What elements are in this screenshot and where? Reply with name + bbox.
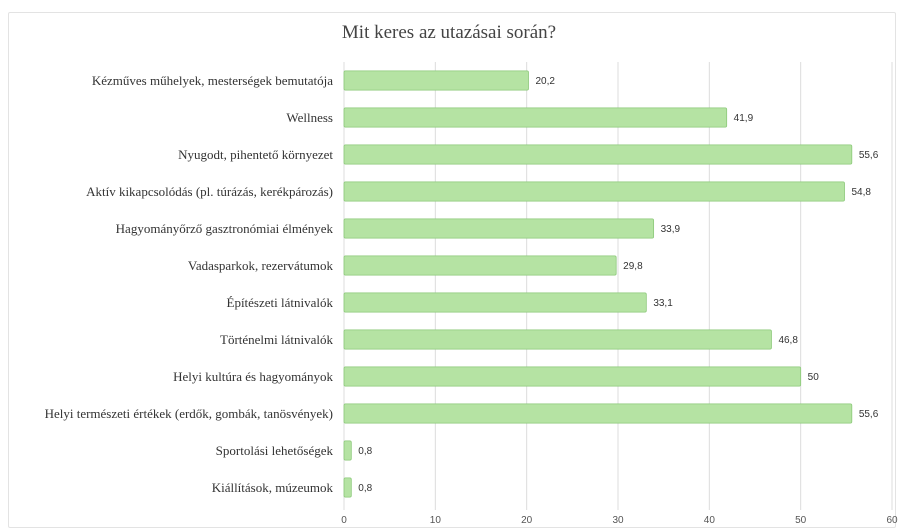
x-tick-label: 60 xyxy=(886,515,898,526)
data-label: 54,8 xyxy=(852,187,872,198)
category-label: Kiállítások, múzeumok xyxy=(212,480,334,495)
data-label: 46,8 xyxy=(778,335,798,346)
category-label: Helyi természeti értékek (erdők, gombák,… xyxy=(45,406,333,421)
bar xyxy=(343,366,802,387)
category-label: Helyi kultúra és hagyományok xyxy=(173,369,333,384)
bar xyxy=(343,70,529,91)
bar xyxy=(343,144,853,165)
x-tick-label: 20 xyxy=(521,515,533,526)
data-label: 0,8 xyxy=(358,483,372,494)
category-label: Építészeti látnivalók xyxy=(227,295,334,310)
bar xyxy=(343,218,655,239)
data-label: 55,6 xyxy=(859,150,879,161)
data-label: 29,8 xyxy=(623,261,643,272)
data-label: 33,9 xyxy=(661,224,681,235)
category-label: Sportolási lehetőségek xyxy=(216,443,334,458)
data-label: 20,2 xyxy=(535,76,555,87)
bar xyxy=(343,292,647,313)
category-label: Történelmi látnivalók xyxy=(220,332,333,347)
x-tick-label: 10 xyxy=(430,515,442,526)
bar xyxy=(343,107,728,128)
chart-title: Mit keres az utazásai során? xyxy=(341,22,557,43)
category-label: Wellness xyxy=(286,110,333,125)
bar xyxy=(343,329,772,350)
data-label: 0,8 xyxy=(358,446,372,457)
bar xyxy=(343,181,845,202)
bar xyxy=(343,440,352,461)
bar xyxy=(343,477,352,498)
category-label: Kézműves műhelyek, mesterségek bemutatój… xyxy=(92,73,333,88)
data-label: 41,9 xyxy=(734,113,754,124)
x-tick-label: 0 xyxy=(341,515,347,526)
bar xyxy=(343,255,617,276)
x-tick-label: 40 xyxy=(704,515,716,526)
data-label: 33,1 xyxy=(653,298,673,309)
bar xyxy=(343,403,853,424)
x-tick-label: 30 xyxy=(612,515,624,526)
category-label: Aktív kikapcsolódás (pl. túrázás, kerékp… xyxy=(86,184,333,199)
category-label: Hagyományőrző gasztronómiai élmények xyxy=(116,221,334,236)
data-label: 55,6 xyxy=(859,409,879,420)
x-tick-label: 50 xyxy=(795,515,807,526)
category-label: Vadasparkok, rezervátumok xyxy=(188,258,334,273)
data-label: 50 xyxy=(808,372,820,383)
category-label: Nyugodt, pihentető környezet xyxy=(178,147,333,162)
